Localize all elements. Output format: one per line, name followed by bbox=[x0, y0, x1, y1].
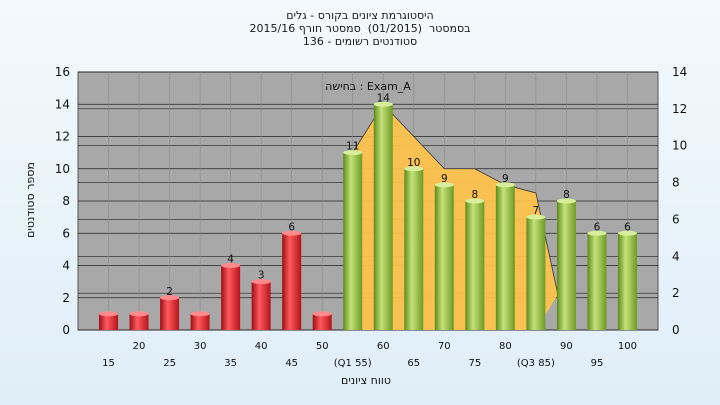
x-tick-label: 50 bbox=[316, 341, 329, 352]
x-tick-label: 35 bbox=[224, 358, 237, 369]
bar-95 bbox=[617, 233, 637, 330]
x-tick-label: 65 bbox=[407, 358, 420, 369]
y-tick-label: 6 bbox=[62, 226, 70, 240]
y-tick-label: 0 bbox=[62, 323, 70, 337]
bar-top-70 bbox=[465, 198, 485, 204]
x-tick-label: 100 bbox=[618, 341, 637, 352]
bar-top-60 bbox=[404, 166, 424, 172]
bar-20 bbox=[160, 297, 180, 330]
y2-tick-label: 4 bbox=[672, 249, 680, 263]
bar-80 bbox=[526, 217, 546, 330]
x-tick-label: 70 bbox=[438, 341, 451, 352]
data-label-80: 7 bbox=[533, 205, 540, 217]
x-tick-label: (Q3 85) bbox=[517, 358, 555, 369]
chart-title-line-3: סטודנטים רשומים - 136 bbox=[302, 35, 418, 48]
data-label-55: 14 bbox=[377, 92, 391, 104]
y-tick-label: 12 bbox=[55, 130, 70, 144]
data-label-35: 3 bbox=[258, 270, 265, 282]
data-label-40: 6 bbox=[288, 221, 295, 233]
x-tick-label: 75 bbox=[468, 358, 481, 369]
y-tick-label: 2 bbox=[62, 291, 70, 305]
y2-tick-label: 10 bbox=[672, 139, 687, 153]
bar-65 bbox=[434, 184, 454, 330]
x-tick-label: 40 bbox=[255, 341, 268, 352]
chart-title-line-1: היסטוגרמת ציונים בקורס - גלים bbox=[286, 9, 434, 22]
bar-55 bbox=[373, 104, 393, 330]
bar-top-40 bbox=[282, 230, 302, 236]
x-tick-label: 15 bbox=[102, 358, 115, 369]
x-axis-title: טווח ציונים bbox=[341, 374, 391, 387]
bar-top-35 bbox=[251, 279, 271, 285]
bar-top-85 bbox=[556, 198, 576, 204]
bar-top-65 bbox=[434, 182, 454, 188]
bar-top-50 bbox=[343, 150, 363, 156]
x-tick-label: 95 bbox=[591, 358, 604, 369]
y2-tick-label: 2 bbox=[672, 286, 680, 300]
chart-title-line-2: בסמסטר (01/2015) סמסטר חורף 2015/16 bbox=[249, 22, 471, 35]
x-tick-label: (Q1 55) bbox=[334, 358, 372, 369]
bar-top-25 bbox=[190, 311, 210, 317]
y-tick-label: 4 bbox=[62, 259, 70, 273]
data-label-50: 11 bbox=[346, 141, 359, 153]
bar-75 bbox=[495, 184, 515, 330]
bar-top-45 bbox=[312, 311, 332, 317]
x-tick-label: 25 bbox=[163, 358, 176, 369]
bar-top-75 bbox=[495, 182, 515, 188]
y-tick-label: 14 bbox=[55, 97, 70, 111]
y2-tick-label: 14 bbox=[672, 65, 687, 79]
bar-85 bbox=[556, 201, 576, 330]
data-label-90: 6 bbox=[594, 221, 601, 233]
bar-90 bbox=[587, 233, 607, 330]
data-label-30: 4 bbox=[227, 254, 234, 266]
x-tick-label: 45 bbox=[285, 358, 298, 369]
data-label-60: 10 bbox=[407, 157, 420, 169]
bar-25 bbox=[190, 313, 210, 330]
bar-top-10 bbox=[99, 311, 119, 317]
bar-top-95 bbox=[617, 230, 637, 236]
data-label-20: 2 bbox=[166, 286, 173, 298]
bar-10 bbox=[99, 313, 119, 330]
data-label-95: 6 bbox=[624, 221, 631, 233]
bar-60 bbox=[404, 168, 424, 330]
y2-tick-label: 12 bbox=[672, 102, 687, 116]
y2-tick-label: 8 bbox=[672, 176, 680, 190]
bar-top-55 bbox=[373, 101, 393, 107]
y2-tick-label: 6 bbox=[672, 212, 680, 226]
y-axis-title: מספר סטודנטים bbox=[24, 162, 37, 238]
data-label-70: 8 bbox=[471, 189, 478, 201]
bar-30 bbox=[221, 265, 241, 330]
bar-35 bbox=[251, 281, 271, 330]
data-label-65: 9 bbox=[441, 173, 448, 185]
bar-40 bbox=[282, 233, 302, 330]
bar-top-20 bbox=[160, 295, 180, 301]
chart-annotation: בחישה : Exam_A bbox=[325, 80, 411, 93]
x-tick-label: 80 bbox=[499, 341, 512, 352]
x-tick-label: 60 bbox=[377, 341, 390, 352]
x-tick-label: 90 bbox=[560, 341, 573, 352]
data-label-85: 8 bbox=[563, 189, 570, 201]
bar-top-80 bbox=[526, 214, 546, 220]
data-label-75: 9 bbox=[502, 173, 509, 185]
x-tick-label: 30 bbox=[194, 341, 207, 352]
bar-top-90 bbox=[587, 230, 607, 236]
x-tick-label: 20 bbox=[133, 341, 146, 352]
bar-top-30 bbox=[221, 263, 241, 268]
y-tick-label: 16 bbox=[55, 65, 70, 79]
y2-tick-label: 0 bbox=[672, 323, 680, 337]
bar-50 bbox=[343, 152, 363, 330]
y-tick-label: 10 bbox=[55, 162, 70, 176]
y-tick-label: 8 bbox=[62, 194, 70, 208]
bar-top-15 bbox=[129, 311, 149, 317]
bar-15 bbox=[129, 313, 149, 330]
bar-70 bbox=[465, 201, 485, 330]
bar-45 bbox=[312, 313, 332, 330]
